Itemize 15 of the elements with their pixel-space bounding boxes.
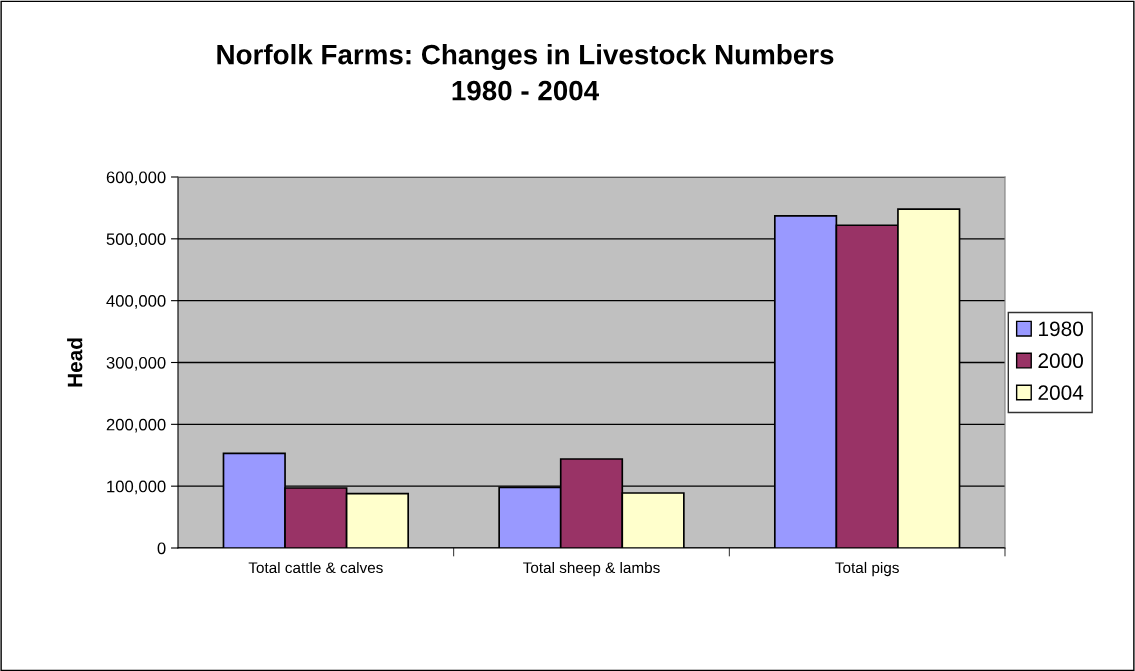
x-tick-label: Total sheep & lambs	[523, 561, 660, 577]
y-tick-label: 300,000	[106, 356, 166, 371]
y-tick-label: 600,000	[106, 171, 166, 186]
y-axis-title: Head	[67, 338, 83, 387]
chart-title: Norfolk Farms: Changes in Livestock Numbers 1980 - 2004	[217, 44, 834, 101]
x-tick-label: Total pigs	[835, 561, 899, 577]
y-tick-label: 400,000	[106, 295, 166, 309]
legend-label: 1980	[1039, 321, 1084, 337]
legend-label: 2000	[1038, 353, 1084, 369]
y-tick-label: 0	[157, 542, 166, 555]
y-tick-label: 100,000	[107, 480, 166, 495]
x-tick-label: Total cattle & calves	[248, 561, 383, 574]
legend-label: 2004	[1038, 385, 1084, 401]
y-tick-label: 200,000	[106, 418, 166, 433]
y-tick-label: 500,000	[106, 233, 166, 248]
